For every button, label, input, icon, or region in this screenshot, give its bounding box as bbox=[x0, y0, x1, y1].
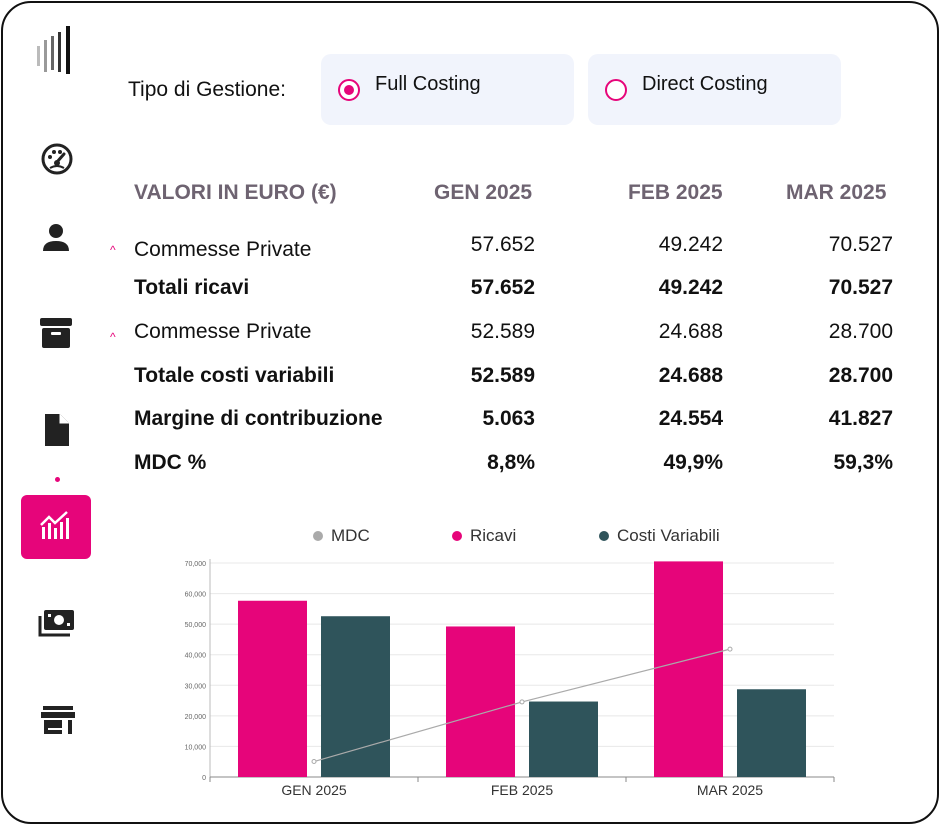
column-header-gen: GEN 2025 bbox=[434, 181, 533, 204]
cell-feb: 24.688 bbox=[658, 364, 723, 387]
archive-box-icon[interactable] bbox=[39, 316, 73, 350]
legend-ricavi[interactable]: Ricavi bbox=[452, 526, 516, 546]
document-icon[interactable] bbox=[42, 412, 72, 448]
row-label: Commesse Private bbox=[134, 320, 312, 343]
management-type-label: Tipo di Gestione: bbox=[128, 78, 286, 101]
cell-feb: 49.242 bbox=[658, 233, 723, 256]
sidebar-item-analytics[interactable] bbox=[21, 495, 91, 559]
cell-mar: 70.527 bbox=[828, 233, 893, 256]
cell-gen: 57.652 bbox=[470, 233, 535, 256]
legend-costi[interactable]: Costi Variabili bbox=[599, 526, 720, 546]
column-header-feb: FEB 2025 bbox=[628, 181, 723, 204]
full-costing-option[interactable]: Full Costing bbox=[321, 54, 574, 125]
full-costing-label: Full Costing bbox=[375, 73, 481, 95]
legend-mdc-label: MDC bbox=[331, 526, 370, 545]
bars-logo-icon bbox=[36, 26, 72, 74]
row-label: Margine di contribuzione bbox=[134, 407, 383, 430]
money-icon[interactable] bbox=[38, 608, 76, 638]
legend-ricavi-marker bbox=[452, 531, 462, 541]
direct-costing-label: Direct Costing bbox=[642, 73, 768, 95]
row-label: Commesse Private bbox=[134, 238, 312, 261]
cell-gen: 52.589 bbox=[470, 320, 535, 343]
row-label: MDC % bbox=[134, 451, 207, 474]
row-label: Totale costi variabili bbox=[134, 364, 335, 387]
cell-mar: 70.527 bbox=[828, 276, 893, 299]
direct-costing-radio[interactable] bbox=[605, 78, 627, 101]
legend-costi-label: Costi Variabili bbox=[617, 526, 720, 545]
cell-mar: 59,3% bbox=[833, 451, 893, 474]
cell-feb: 24.688 bbox=[658, 320, 723, 343]
analytics-chart-icon bbox=[40, 511, 69, 539]
store-icon[interactable] bbox=[40, 704, 76, 736]
cell-gen: 52.589 bbox=[470, 364, 535, 387]
user-icon[interactable] bbox=[40, 222, 72, 254]
cell-mar: 41.827 bbox=[828, 407, 893, 430]
cell-mar: 28.700 bbox=[828, 320, 893, 343]
full-costing-radio[interactable] bbox=[338, 78, 360, 101]
active-indicator-dot bbox=[55, 477, 60, 482]
cell-feb: 24.554 bbox=[658, 407, 723, 430]
cell-feb: 49,9% bbox=[663, 451, 723, 474]
cell-gen: 8,8% bbox=[487, 451, 535, 474]
legend-ricavi-label: Ricavi bbox=[470, 526, 517, 545]
legend-costi-marker bbox=[599, 531, 609, 541]
speedometer-icon[interactable] bbox=[40, 142, 74, 176]
row-label: Totali ricavi bbox=[134, 276, 250, 299]
cell-mar: 28.700 bbox=[828, 364, 893, 387]
legend-mdc-marker bbox=[313, 531, 323, 541]
direct-costing-option[interactable]: Direct Costing bbox=[588, 54, 841, 125]
column-header-mar: MAR 2025 bbox=[786, 181, 887, 204]
cell-feb: 49.242 bbox=[658, 276, 723, 299]
cell-gen: 5.063 bbox=[482, 407, 535, 430]
column-header-label: VALORI IN EURO (€) bbox=[134, 181, 337, 204]
expand-caret-icon[interactable]: ^ bbox=[110, 330, 116, 344]
expand-caret-icon[interactable]: ^ bbox=[110, 243, 116, 257]
cell-gen: 57.652 bbox=[470, 276, 535, 299]
legend-mdc[interactable]: MDC bbox=[313, 526, 370, 546]
